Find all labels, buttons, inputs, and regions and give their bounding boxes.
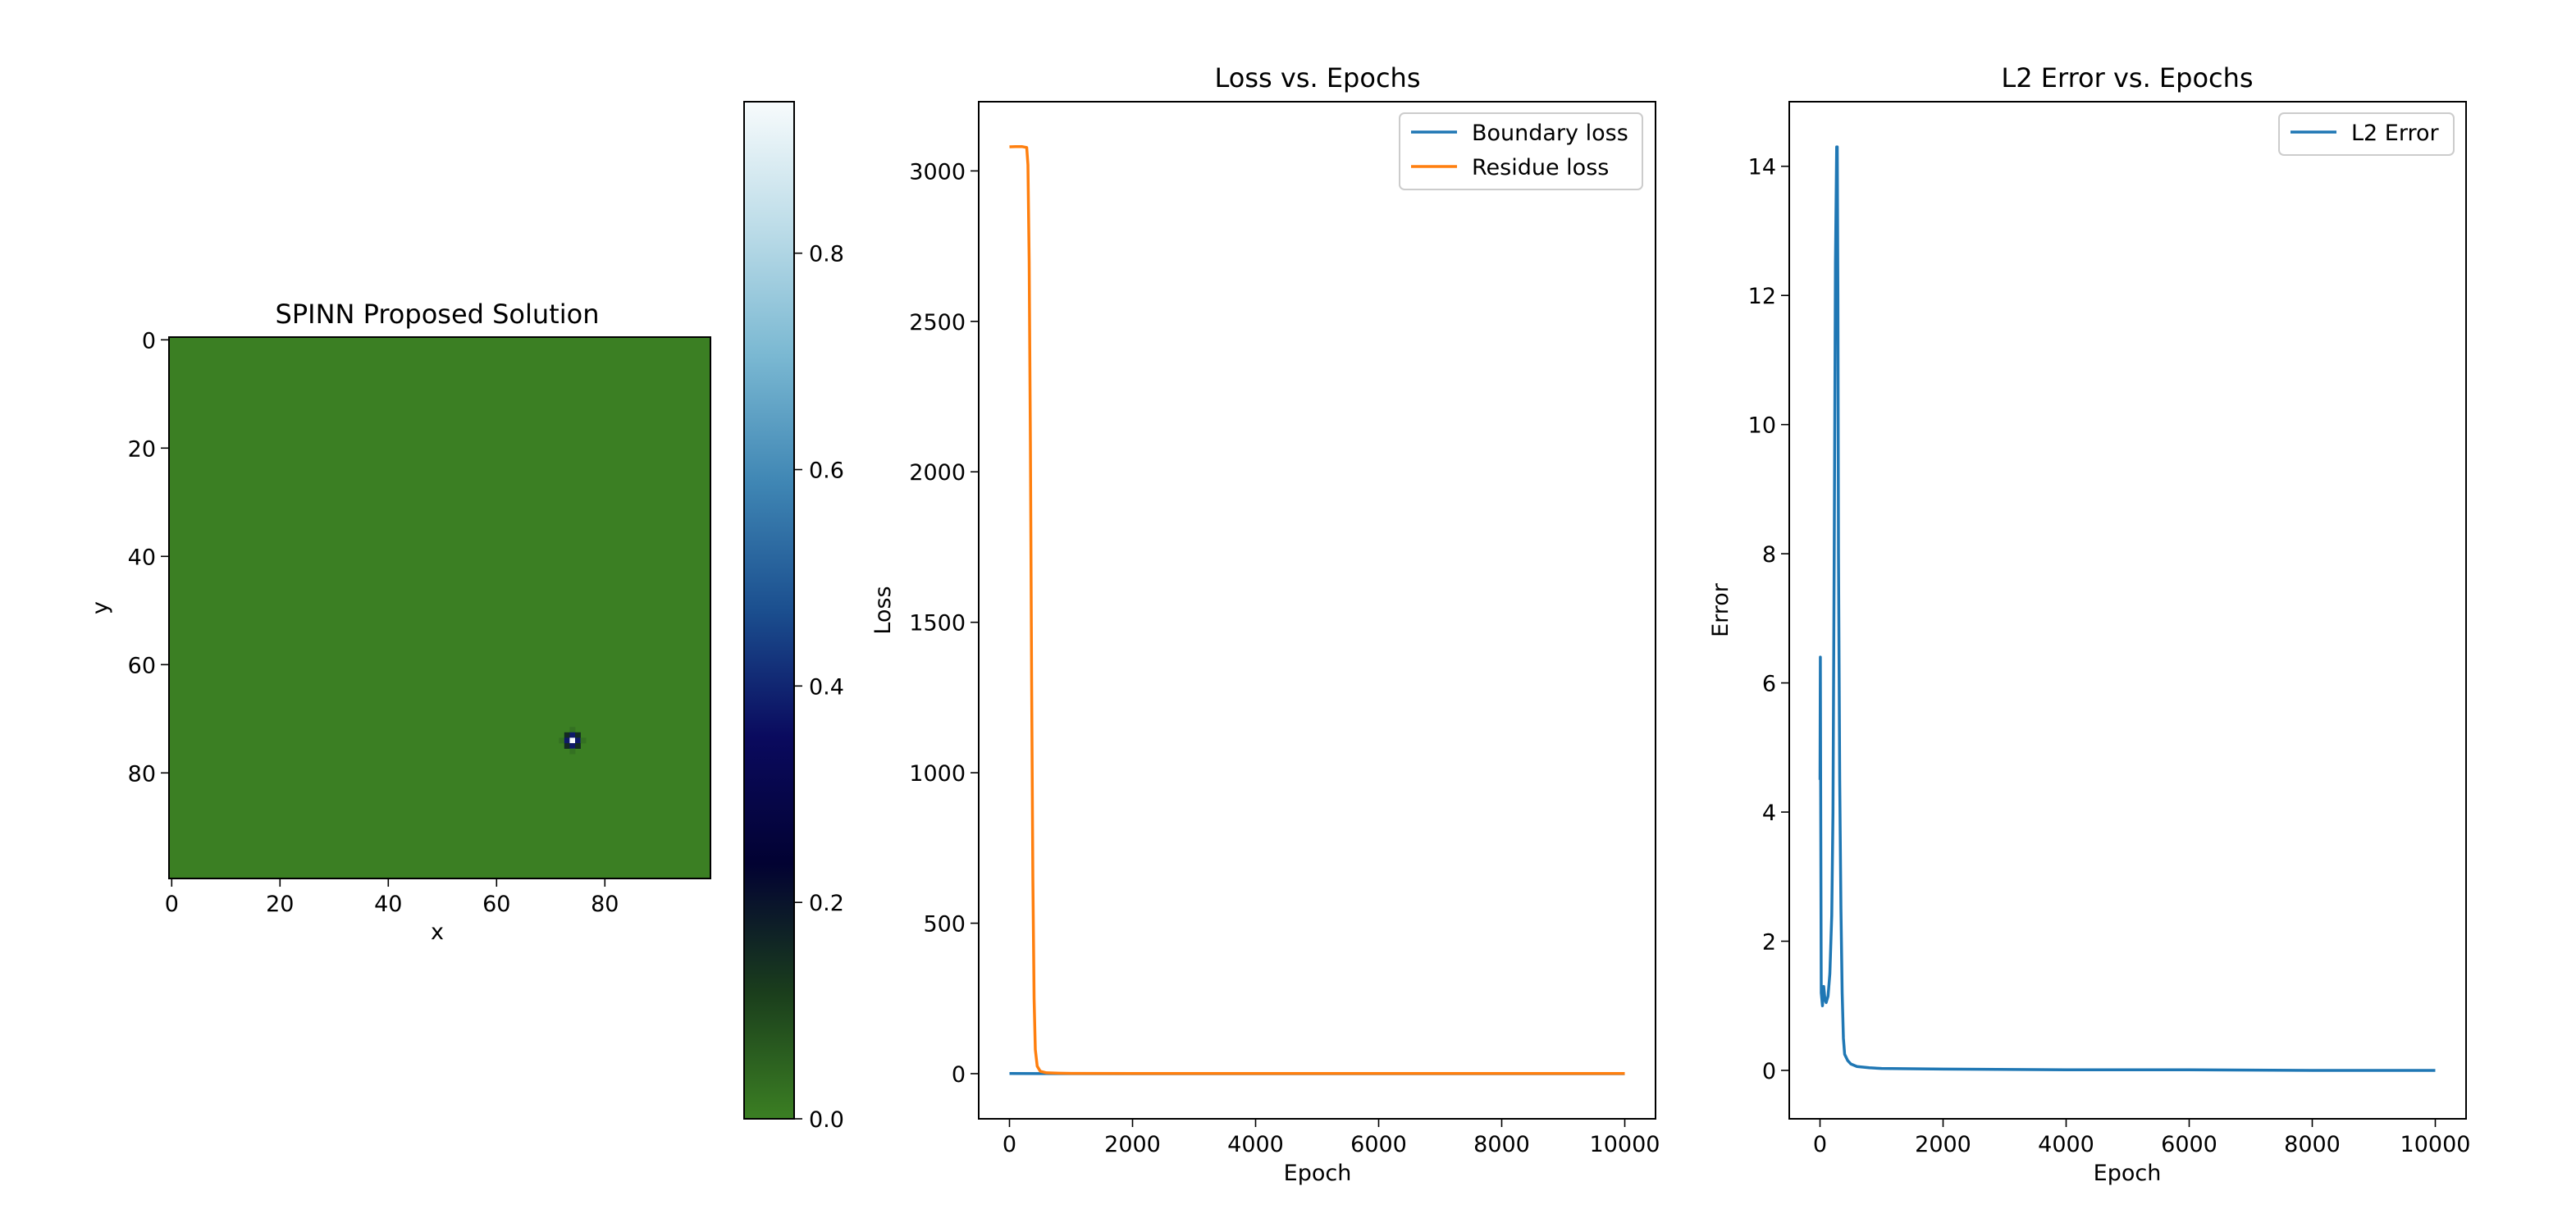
heatmap-cell: [575, 732, 581, 738]
heatmap-cell: [569, 727, 576, 733]
heatmap-y-tick-label: 40: [128, 545, 156, 570]
y-tick-label: 500: [923, 912, 966, 938]
loss-axes-frame: [978, 101, 1656, 1120]
loss-x-label: Epoch: [1284, 1161, 1352, 1186]
heatmap-y-tick-label: 20: [128, 436, 156, 462]
heatmap-cell: [569, 732, 576, 738]
loss-legend-label-residue: Residue loss: [1472, 155, 1609, 180]
heatmap-y-tick-label: 60: [128, 653, 156, 678]
colorbar: 0.0 0.2 0.4 0.6 0.8: [743, 101, 844, 1133]
y-tick-label: 0: [1762, 1059, 1776, 1084]
heatmap-x-tick-label: 80: [591, 892, 619, 917]
loss-panel: Loss vs. Epochs 0 2000 4000 6000 8000 10000 0…: [870, 62, 1660, 1186]
y-tick-label: 8: [1762, 542, 1776, 568]
y-tick-label: 2: [1762, 929, 1776, 955]
y-tick-label: 1000: [909, 761, 966, 787]
heatmap-frame: [168, 336, 711, 879]
colorbar-gradient: [744, 102, 794, 1119]
heatmap-x-tick-label: 20: [266, 892, 294, 917]
x-tick-label: 4000: [2038, 1132, 2094, 1157]
error-y-ticks: 0 2 4 6 8 10 12 14: [1748, 155, 1789, 1084]
y-tick-label: 12: [1748, 284, 1776, 309]
heatmap-cell: [569, 737, 576, 744]
error-x-ticks: 0 2000 4000 6000 8000 10000: [1813, 1119, 2471, 1157]
x-tick-label: 8000: [1473, 1132, 1530, 1157]
colorbar-tick-label: 0.8: [809, 242, 844, 267]
heatmap-cell: [575, 737, 581, 744]
error-title: L2 Error vs. Epochs: [2001, 62, 2253, 94]
series-line-residue-loss: [1009, 144, 1625, 1075]
loss-legend-label-boundary: Boundary loss: [1472, 121, 1628, 146]
loss-series-lines: [1009, 144, 1625, 1075]
x-tick-label: 6000: [1350, 1132, 1407, 1157]
heatmap-x-tick-label: 60: [482, 892, 510, 917]
x-tick-label: 10000: [2400, 1132, 2471, 1157]
heatmap-cell: [564, 743, 570, 749]
loss-y-ticks: 0 500 1000 1500 2000 2500 3000: [909, 159, 979, 1088]
heatmap-cell: [580, 737, 587, 744]
colorbar-tick-label: 0.6: [809, 459, 844, 484]
heatmap-x-tick-label: 40: [374, 892, 402, 917]
x-tick-label: 10000: [1590, 1132, 1660, 1157]
heatmap-cell: [575, 743, 581, 749]
series-line-l2-error: [1818, 145, 2436, 1072]
heatmap-cell: [569, 748, 576, 755]
x-tick-label: 2000: [1915, 1132, 1971, 1157]
loss-legend-box: [1399, 112, 1643, 190]
heatmap-cell: [564, 737, 570, 744]
error-series-lines: [1818, 145, 2436, 1072]
heatmap-cell: [564, 732, 570, 738]
heatmap-panel: SPINN Proposed Solution 0 20 40 60 80 0 20 40 6…: [88, 299, 711, 945]
y-tick-label: 6: [1762, 672, 1776, 697]
error-legend-label: L2 Error: [2351, 121, 2440, 146]
x-tick-label: 0: [1003, 1132, 1016, 1157]
heatmap-y-ticks: 0 20 40 60 80: [128, 328, 169, 787]
colorbar-frame: [743, 101, 795, 1120]
heatmap-y-tick-label: 0: [142, 328, 156, 354]
colorbar-tick-label: 0.2: [809, 891, 844, 916]
error-x-label: Epoch: [2094, 1161, 2162, 1186]
loss-y-label: Loss: [870, 586, 896, 634]
colorbar-ticks: 0.0 0.2 0.4 0.6 0.8: [794, 242, 844, 1133]
error-legend: L2 Error: [2278, 112, 2455, 156]
y-tick-label: 2000: [909, 460, 966, 486]
heatmap-y-label: y: [88, 601, 113, 614]
error-axes-frame: [1788, 101, 2467, 1120]
heatmap-title: SPINN Proposed Solution: [276, 299, 600, 330]
y-tick-label: 14: [1748, 155, 1776, 180]
heatmap-cell: [569, 743, 576, 749]
error-legend-box: [2278, 112, 2455, 156]
loss-legend: Boundary loss Residue loss: [1399, 112, 1643, 190]
y-tick-label: 4: [1762, 801, 1776, 826]
heatmap-x-tick-label: 0: [165, 892, 179, 917]
heatmap-x-label: x: [431, 919, 444, 945]
colorbar-tick-label: 0.4: [809, 674, 844, 700]
heatmap-cell: [559, 737, 565, 744]
colorbar-tick-label: 0.0: [809, 1107, 844, 1133]
error-panel: L2 Error vs. Epochs 0 2000 4000 6000 8000 100…: [1708, 62, 2470, 1186]
y-tick-label: 2500: [909, 310, 966, 335]
x-tick-label: 4000: [1227, 1132, 1284, 1157]
loss-x-ticks: 0 2000 4000 6000 8000 10000: [1003, 1119, 1660, 1157]
error-y-label: Error: [1708, 582, 1733, 637]
heatmap-y-tick-label: 80: [128, 761, 156, 787]
y-tick-label: 0: [952, 1062, 966, 1088]
heatmap-field: [169, 337, 710, 878]
y-tick-label: 3000: [909, 159, 966, 185]
x-tick-label: 6000: [2161, 1132, 2217, 1157]
x-tick-label: 0: [1813, 1132, 1827, 1157]
y-tick-label: 10: [1748, 413, 1776, 439]
y-tick-label: 1500: [909, 611, 966, 637]
x-tick-label: 8000: [2284, 1132, 2341, 1157]
loss-title: Loss vs. Epochs: [1215, 62, 1421, 94]
heatmap-peak: [559, 727, 587, 755]
heatmap-x-ticks: 0 20 40 60 80: [165, 878, 619, 917]
x-tick-label: 2000: [1104, 1132, 1161, 1157]
